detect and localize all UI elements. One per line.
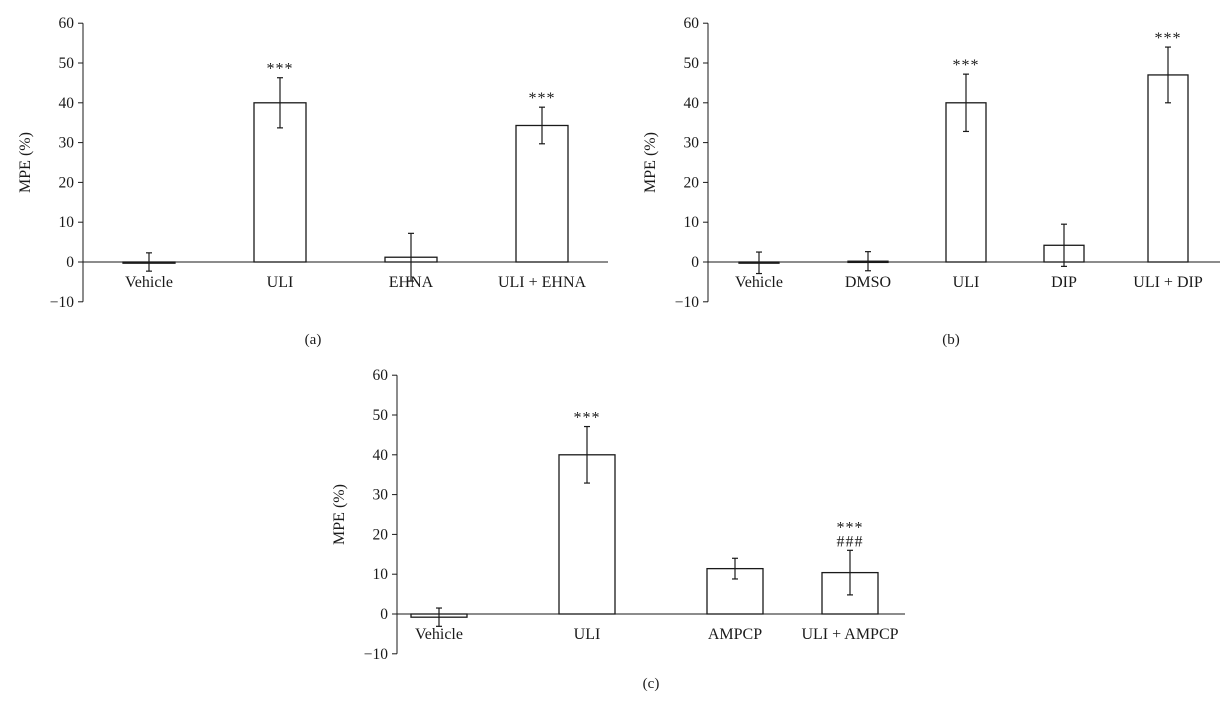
y-tick-label: 60 — [373, 367, 389, 384]
y-tick-label: 40 — [59, 95, 75, 112]
significance-marker: *** — [267, 61, 294, 78]
y-tick-label: 60 — [59, 15, 75, 32]
y-axis-title: MPE (%) — [642, 132, 659, 193]
bar-2 — [253, 102, 307, 263]
category-label: ULI + DIP — [1133, 274, 1203, 291]
category-label: ULI + AMPCP — [801, 626, 898, 643]
y-tick-label: 40 — [684, 95, 700, 112]
y-tick-label: 10 — [59, 214, 75, 231]
y-tick-label: 0 — [66, 254, 74, 271]
significance-marker: *** — [574, 410, 601, 427]
significance-marker: ### — [837, 533, 864, 550]
y-tick-label: 10 — [373, 566, 389, 583]
category-label: ULI — [267, 274, 294, 291]
y-tick-label: 20 — [684, 174, 700, 191]
y-tick-label: −10 — [50, 294, 74, 311]
category-label: Vehicle — [125, 274, 173, 291]
y-tick-label: 20 — [373, 526, 389, 543]
panel-label: (c) — [643, 676, 660, 692]
y-tick-label: 50 — [684, 55, 700, 72]
category-label: AMPCP — [708, 626, 762, 643]
significance-marker: *** — [953, 57, 980, 74]
category-label: Vehicle — [735, 274, 783, 291]
y-tick-label: 30 — [684, 135, 700, 152]
y-tick-label: −10 — [364, 646, 388, 663]
y-tick-label: 10 — [684, 214, 700, 231]
panel-label: (b) — [942, 332, 960, 348]
y-tick-label: 60 — [684, 15, 700, 32]
y-tick-label: 30 — [373, 487, 389, 504]
y-tick-label: 0 — [380, 606, 388, 623]
y-axis-title: MPE (%) — [17, 132, 34, 193]
y-tick-label: 30 — [59, 135, 75, 152]
bar-4 — [515, 124, 569, 263]
bar-5 — [1147, 74, 1189, 263]
y-tick-label: 0 — [691, 254, 699, 271]
significance-marker: *** — [1155, 30, 1182, 47]
y-tick-label: 50 — [59, 55, 75, 72]
category-label: DMSO — [845, 274, 891, 291]
y-axis-title: MPE (%) — [331, 484, 348, 545]
category-label: ULI — [574, 626, 601, 643]
panel-label: (a) — [305, 332, 322, 348]
significance-marker: *** — [837, 519, 864, 536]
significance-marker: *** — [529, 90, 556, 107]
category-label: ULI — [953, 274, 980, 291]
category-label: EHNA — [389, 274, 434, 291]
y-tick-label: 50 — [373, 407, 389, 424]
category-label: Vehicle — [415, 626, 463, 643]
y-tick-label: 40 — [373, 447, 389, 464]
y-tick-label: 20 — [59, 174, 75, 191]
category-label: DIP — [1051, 274, 1077, 291]
y-tick-label: −10 — [675, 294, 699, 311]
category-label: ULI + EHNA — [498, 274, 587, 291]
